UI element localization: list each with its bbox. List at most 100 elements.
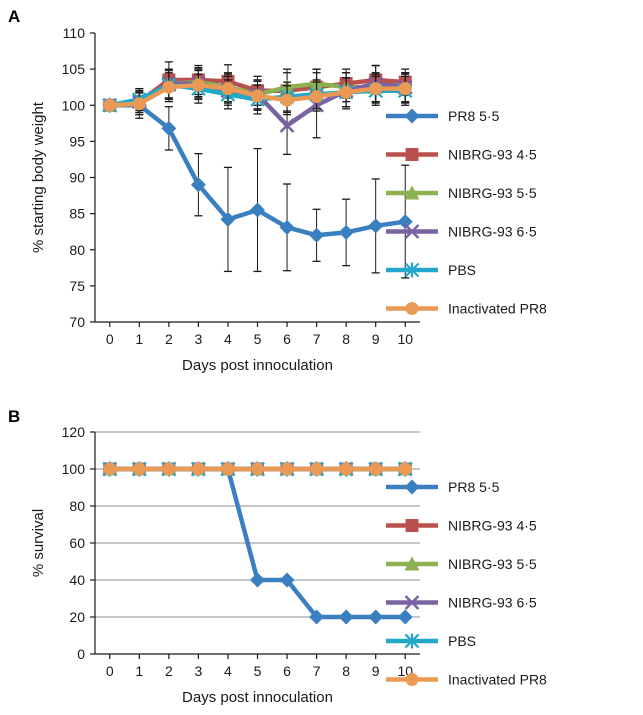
panel-a-weight-chart: 70 75 80 85 90 95 100 105 110 0 1 2 3 4 5 6 7 8 9 10 Days po… [30,25,547,374]
a-legend-label: PR8 5·5 [448,108,500,124]
a-legend-label: NIBRG-93 4·5 [448,147,537,163]
b-point-inactivated-pr8 [162,462,176,476]
b-x-tick-label: 5 [254,663,262,679]
a-point-inactivated-pr8 [369,82,383,96]
a-x-tick-label: 7 [313,331,321,347]
b-x-tick-label: 6 [283,663,291,679]
a-point-inactivated-pr8 [280,93,294,107]
b-legend-label: NIBRG-93 6·5 [448,595,537,611]
b-point-inactivated-pr8 [280,462,294,476]
a-point-pr8-5-5 [279,219,295,235]
b-legend-label: NIBRG-93 5·5 [448,556,537,572]
a-point-pr8-5-5 [250,202,265,218]
a-point-inactivated-pr8 [221,82,235,96]
b-legend-swatch-marker [404,479,420,495]
b-legend-swatch-marker [404,633,420,649]
b-y-tick-label: 120 [62,424,86,440]
b-point-pr8-5-5 [368,609,384,625]
b-legend-item-nibrg-93-4-5: NIBRG-93 4·5 [386,518,537,534]
a-legend-item-inactivated-pr8: Inactivated PR8 [386,301,547,317]
a-y-tick-label: 90 [69,170,85,186]
a-y-tick-label: 95 [69,133,85,149]
b-point-inactivated-pr8 [251,462,264,476]
b-y-tick-label: 40 [69,572,85,588]
a-x-tick-label: 0 [106,331,114,347]
b-legend-label: Inactivated PR8 [448,672,547,688]
a-x-tick-label: 3 [195,331,203,347]
a-legend-item-nibrg-93-6-5: NIBRG-93 6·5 [386,224,537,240]
b-legend-swatch-marker-stroke-2 [404,595,420,610]
a-legend-item-nibrg-93-4-5: NIBRG-93 4·5 [386,147,537,163]
a-point-inactivated-pr8 [310,90,324,104]
a-y-tick-label: 85 [69,206,85,222]
a-point-pr8-5-5 [368,218,384,234]
a-y-axis-label: % starting body weight [30,101,47,253]
a-legend-swatch-marker [404,108,420,124]
a-point-pr8-5-5 [309,227,325,243]
b-y-tick-label: 60 [69,535,85,551]
a-point-inactivated-pr8 [162,80,176,94]
a-x-tick-label: 9 [372,331,380,347]
a-legend-swatch-marker [404,224,420,239]
a-legend-item-pr8-5-5: PR8 5·5 [386,108,500,124]
a-legend-label: Inactivated PR8 [448,301,547,317]
b-point-inactivated-pr8 [369,462,383,476]
b-legend: PR8 5·5 NIBRG-93 4·5 NIBRG-93 5·5 NIBRG-93 … [386,479,547,688]
b-point-pr8-5-5 [338,609,354,625]
b-legend-item-pbs: PBS [386,633,476,649]
a-y-tick-label: 75 [69,278,85,294]
b-x-tick-label: 3 [195,663,203,679]
a-x-tick-label: 10 [397,331,413,347]
b-x-tick-label: 8 [342,663,350,679]
panel-letter-a: A [8,7,20,26]
a-x-axis-label: Days post innoculation [182,357,333,374]
a-series-pr8-5-5 [102,91,413,279]
a-x-tick-label: 5 [254,331,262,347]
a-x-tick-label: 2 [165,331,173,347]
b-point-pr8-5-5 [279,572,295,588]
b-point-inactivated-pr8 [339,462,353,476]
a-y-tick-label: 105 [62,61,86,77]
a-point-inactivated-pr8 [339,85,353,99]
b-x-tick-label: 1 [135,663,143,679]
b-point-inactivated-pr8 [103,462,117,476]
a-point-inactivated-pr8 [132,97,146,111]
a-x-tick-label: 8 [342,331,350,347]
a-x-tick-label: 4 [224,331,232,347]
a-y-tick-label: 70 [69,314,85,330]
b-point-pr8-5-5 [309,609,325,625]
a-point-inactivated-pr8 [191,78,205,92]
a-y-tick-label: 80 [69,242,85,258]
a-point-pr8-5-5 [220,211,236,227]
b-y-tick-label: 80 [69,498,85,514]
b-legend-swatch-marker [405,673,419,686]
a-point-pr8-5-5 [190,177,206,193]
b-point-inactivated-pr8 [191,462,205,476]
a-legend-item-pbs: PBS [386,262,476,278]
b-y-tick-label: 100 [62,461,86,477]
b-point-inactivated-pr8 [221,462,235,476]
b-y-tick-label: 20 [69,609,85,625]
a-x-tick-label: 1 [135,331,143,347]
a-legend-swatch-marker [404,185,420,200]
a-y-tick-label: 110 [63,25,86,41]
b-point-inactivated-pr8 [398,462,412,476]
b-x-tick-label: 2 [165,663,173,679]
a-legend-swatch-marker-stroke-2 [404,224,420,239]
b-point-inactivated-pr8 [310,462,324,476]
b-legend-label: PR8 5·5 [448,479,500,495]
a-point-nibrg-93-6-5 [279,118,295,133]
a-point-pr8-5-5 [338,224,354,240]
b-legend-swatch-marker [404,556,420,571]
b-legend-swatch-marker [405,519,419,532]
a-point-pr8-5-5 [397,214,413,230]
b-legend-item-nibrg-93-6-5: NIBRG-93 6·5 [386,595,537,611]
b-x-axis-label: Days post innoculation [182,689,333,706]
a-legend-swatch-marker [405,302,419,315]
a-y-tick-label: 100 [62,97,86,113]
a-x-tick-label: 6 [283,331,291,347]
b-legend-swatch-marker [404,595,420,610]
b-point-inactivated-pr8 [132,462,146,476]
a-point-pr8-5-5 [161,120,177,136]
